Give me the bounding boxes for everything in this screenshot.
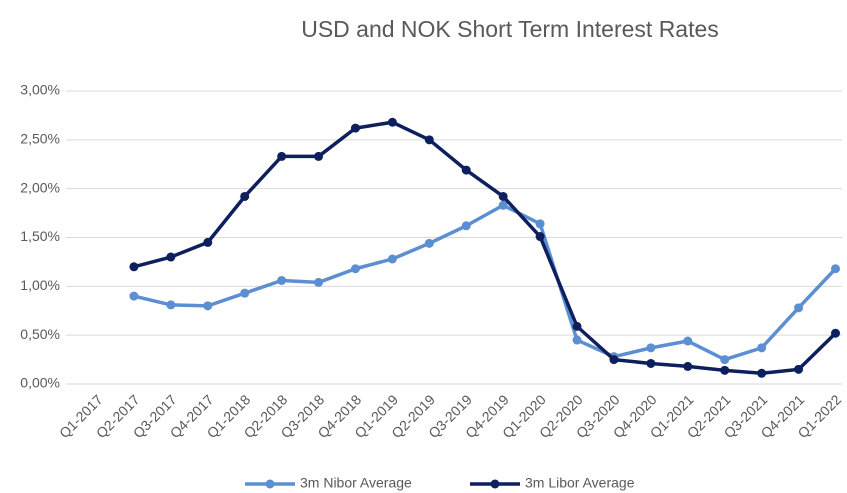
data-point	[203, 237, 213, 247]
data-point	[646, 343, 656, 353]
data-point	[387, 117, 397, 127]
data-point	[720, 365, 730, 375]
data-point	[277, 275, 287, 285]
y-tick-label: 2,00%	[20, 179, 60, 195]
y-tick-label: 1,50%	[20, 228, 60, 244]
data-point	[461, 221, 471, 231]
chart-title: USD and NOK Short Term Interest Rates	[301, 16, 719, 42]
series-line	[133, 203, 837, 362]
series-line	[133, 120, 837, 376]
data-point	[535, 232, 545, 242]
legend-label: 3m Libor Average	[525, 475, 635, 491]
data-point	[350, 264, 360, 274]
data-point	[720, 355, 730, 365]
y-tick-label: 3,00%	[20, 82, 60, 98]
data-point	[609, 355, 619, 365]
data-point	[350, 123, 360, 133]
data-point	[535, 219, 545, 229]
data-point	[424, 238, 434, 248]
data-point	[498, 191, 508, 201]
data-point	[166, 300, 176, 310]
data-point	[129, 291, 139, 301]
data-point	[572, 335, 582, 345]
data-point	[314, 277, 324, 287]
legend-marker	[265, 479, 275, 489]
data-point	[240, 288, 250, 298]
data-point	[831, 328, 840, 338]
data-point	[240, 191, 250, 201]
data-point	[424, 135, 434, 145]
data-point	[277, 151, 287, 161]
data-point	[794, 303, 804, 313]
data-point	[757, 368, 767, 378]
data-point	[831, 264, 840, 274]
data-point	[683, 336, 693, 346]
y-tick-label: 1,00%	[20, 277, 60, 293]
data-point	[498, 200, 508, 210]
y-tick-label: 2,50%	[20, 131, 60, 147]
data-point	[314, 151, 324, 161]
legend-marker	[490, 479, 500, 489]
data-point	[646, 358, 656, 368]
y-tick-label: 0,50%	[20, 326, 60, 342]
legend-label: 3m Nibor Average	[300, 475, 412, 491]
data-point	[683, 361, 693, 371]
data-point	[461, 165, 471, 175]
data-point	[203, 301, 213, 311]
y-tick-label: 0,00%	[20, 375, 60, 391]
data-point	[166, 252, 176, 262]
data-point	[572, 321, 582, 331]
data-point	[387, 254, 397, 264]
data-point	[794, 364, 804, 374]
data-point	[757, 343, 767, 353]
data-point	[129, 262, 139, 272]
